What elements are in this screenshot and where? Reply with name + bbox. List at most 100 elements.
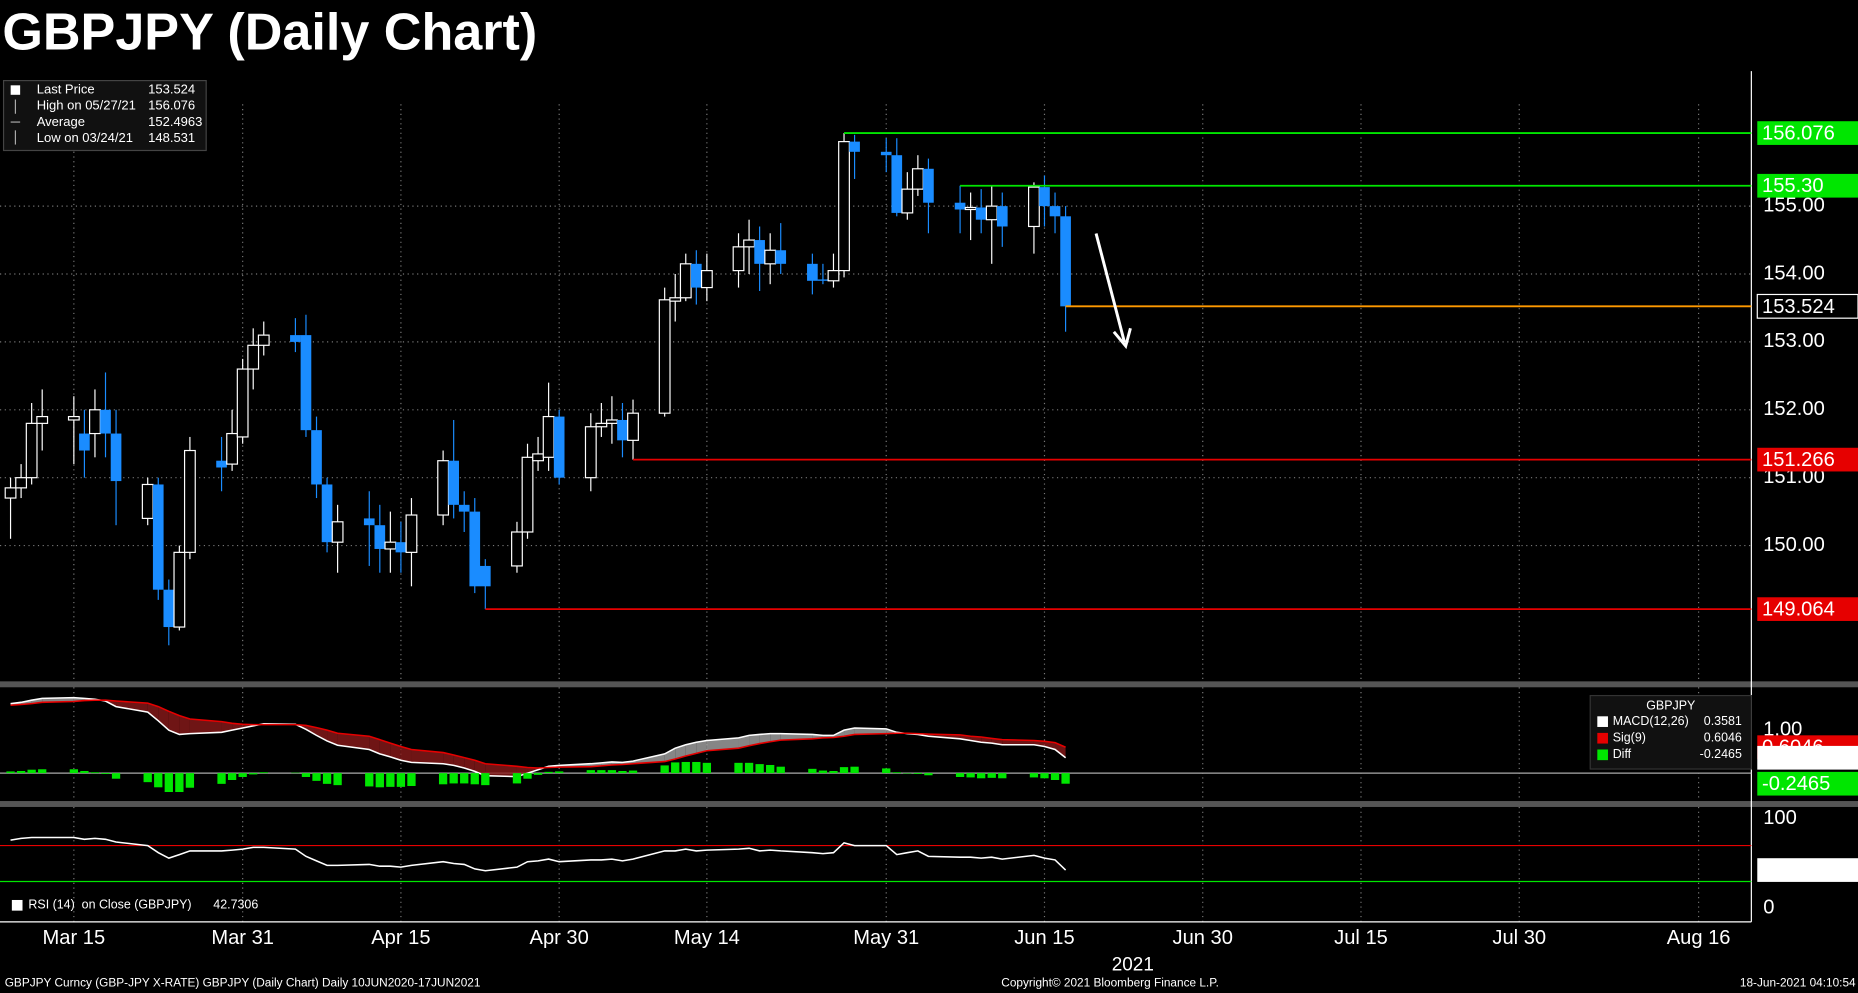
stat-value: 152.4963 (148, 114, 202, 129)
macd-fill (759, 733, 771, 744)
candle-body (479, 565, 491, 587)
diff-bar (301, 773, 311, 777)
axis-tags: 150.00 151.00 152.00 153.00 154.00 155.00 1.00… (1756, 121, 1858, 919)
candle-body (321, 484, 333, 543)
diff-bar (1040, 773, 1049, 779)
diff-bar (839, 767, 849, 774)
diff-bar (544, 771, 553, 774)
x-tick-label: Apr 30 (530, 927, 589, 949)
diff-bar (322, 773, 332, 784)
value-tag-label: 151.266 (1762, 449, 1835, 471)
value-tag (1757, 771, 1858, 796)
candle-body (437, 460, 450, 516)
y-tick-label: 151.00 (1763, 466, 1825, 488)
diff-bar (80, 770, 89, 774)
macd-fill (316, 727, 328, 741)
macd-fill (706, 737, 739, 751)
x-axis-year: 2021 (1112, 955, 1154, 976)
diff-bar (977, 773, 986, 779)
stat-label: Last Price (37, 82, 95, 97)
macd-fill (116, 701, 148, 713)
candle-body (100, 409, 111, 434)
candle-body (152, 484, 164, 590)
diff-bar (1029, 773, 1039, 778)
legend-swatch (1597, 716, 1608, 727)
diff-bar (882, 768, 891, 774)
value-tag (1757, 121, 1858, 145)
diff-bar (607, 770, 617, 774)
candle-body (67, 415, 80, 421)
macd-fill (337, 733, 370, 750)
diff-bar (966, 773, 975, 778)
x-tick-label: Apr 15 (371, 927, 430, 949)
y-tick-label: 150.00 (1763, 534, 1825, 556)
candle-body (700, 270, 713, 289)
legend-swatch (1597, 749, 1608, 761)
legend-box (2, 79, 207, 152)
candle-body (985, 205, 998, 221)
value-tag (1757, 745, 1858, 770)
legend-label: Sig(9) (1613, 731, 1646, 745)
candle-body (964, 206, 977, 211)
legend-value: 0.3581 (1704, 714, 1742, 728)
value-tag (1757, 858, 1858, 882)
candle-body (923, 168, 934, 203)
diff-bar (481, 773, 490, 786)
macd-fill (854, 728, 887, 735)
candle-body (775, 250, 787, 264)
stat-label: Average (37, 114, 85, 129)
candle-body (595, 422, 608, 428)
series-line (10, 699, 1066, 769)
diff-bar (755, 764, 764, 774)
diff-bar (776, 766, 785, 774)
macd-fill (675, 744, 686, 759)
diff-bar (333, 773, 342, 786)
macd-fill (400, 746, 412, 763)
marks: RSI (14) on Close (GBPJPY) 42.7306 (0, 132, 1752, 912)
candle-body (1060, 216, 1071, 307)
candle-body (617, 419, 628, 441)
macd-fill (464, 757, 475, 772)
diff-bar (375, 773, 384, 788)
diff-bar (924, 773, 933, 776)
stat-label: Low on 03/24/21 (37, 130, 133, 145)
candle-body (532, 453, 544, 462)
macd-fill (664, 748, 676, 762)
candle-body (827, 270, 840, 282)
candle-body (838, 141, 850, 272)
candle-body (605, 419, 618, 424)
candle-body (363, 518, 375, 526)
diff-bar (987, 773, 996, 778)
candle-body (996, 206, 1008, 227)
stat-value: 156.076 (148, 98, 195, 113)
macd-fill (390, 743, 401, 761)
y-tick-label: 1.00 (1763, 719, 1802, 741)
candle-body (511, 531, 523, 567)
diff-bar (850, 766, 859, 774)
diff-bar (154, 773, 163, 788)
diff-bar (671, 762, 680, 774)
diff-bar (660, 765, 669, 774)
diff-bar (217, 773, 226, 784)
x-tick-label: May 31 (853, 927, 919, 949)
stat-value: 153.524 (148, 82, 195, 97)
candle-body (975, 207, 987, 220)
legend-label: MACD(12,26) (1613, 714, 1689, 728)
diff-bar (101, 773, 110, 774)
diff-bar (6, 771, 15, 774)
diff-bar (808, 768, 817, 774)
footer-right: 18-Jun-2021 04:10:54 (1740, 976, 1856, 990)
diff-bar (69, 769, 78, 774)
candle-body (584, 426, 597, 479)
candle-body (395, 542, 407, 553)
candle-body (25, 422, 38, 479)
candle-body (216, 460, 227, 468)
diff-bar (998, 773, 1007, 779)
value-tag (1757, 597, 1858, 621)
diff-bar (1061, 773, 1070, 784)
x-tick-label: Jun 30 (1173, 927, 1233, 949)
legend-label: Diff (1613, 747, 1632, 761)
diff-bar (365, 773, 374, 787)
diff-bar (259, 772, 268, 774)
